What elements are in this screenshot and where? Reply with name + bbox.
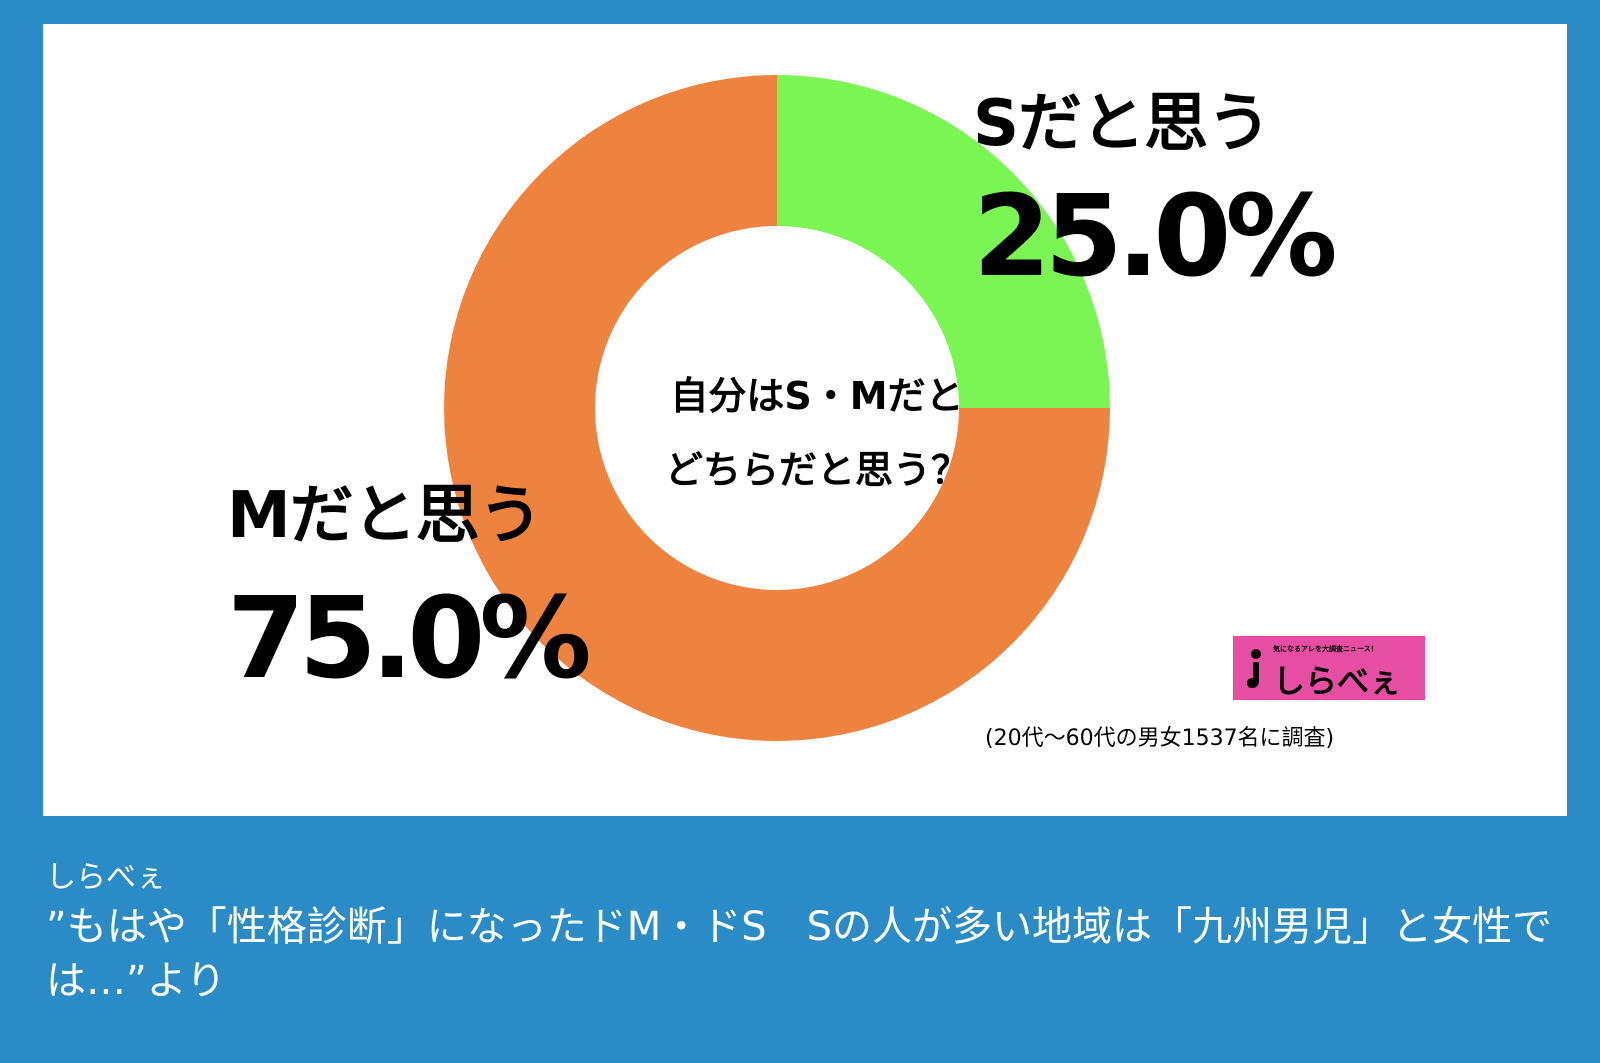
footer-article-title[interactable]: ”もはや「性格診断」になったドM・ドS Sの人が多い地域は「九州男児」と女性では… (46, 904, 1553, 1004)
label-s-group: Sだと思う 25.0% (973, 72, 1338, 302)
brand-name: しらべぇ (1273, 662, 1402, 700)
donut-slice-m (444, 75, 1110, 741)
brand-mascot-icon (1247, 649, 1261, 688)
slice-value-m: 75.0% (227, 574, 592, 704)
slice-label-s: Sだと思う (973, 87, 1271, 161)
brand-logo: 気になるアレを大調査ニュース！ しらべぇ (1233, 636, 1425, 700)
slice-label-m: Mだと思う (227, 479, 543, 553)
chart-question: 自分はS・Mだと どちらだと思う？ (617, 359, 1017, 507)
chart-card: Sだと思う 25.0% Mだと思う 75.0% 自分はS・Mだと どちらだと思う… (43, 24, 1567, 816)
brand-tagline: 気になるアレを大調査ニュース！ (1273, 645, 1378, 653)
donut-chart (444, 75, 1110, 741)
question-line-2: どちらだと思う？ (664, 448, 969, 492)
footer-source: しらべぇ (46, 860, 166, 895)
question-line-1: 自分はS・Mだと (670, 374, 964, 418)
donut-slice-s (777, 75, 1110, 408)
slice-value-s: 25.0% (973, 172, 1338, 302)
label-m-group: Mだと思う 75.0% (227, 464, 592, 704)
survey-note: (20代〜60代の男女1537名に調査) (985, 726, 1335, 751)
